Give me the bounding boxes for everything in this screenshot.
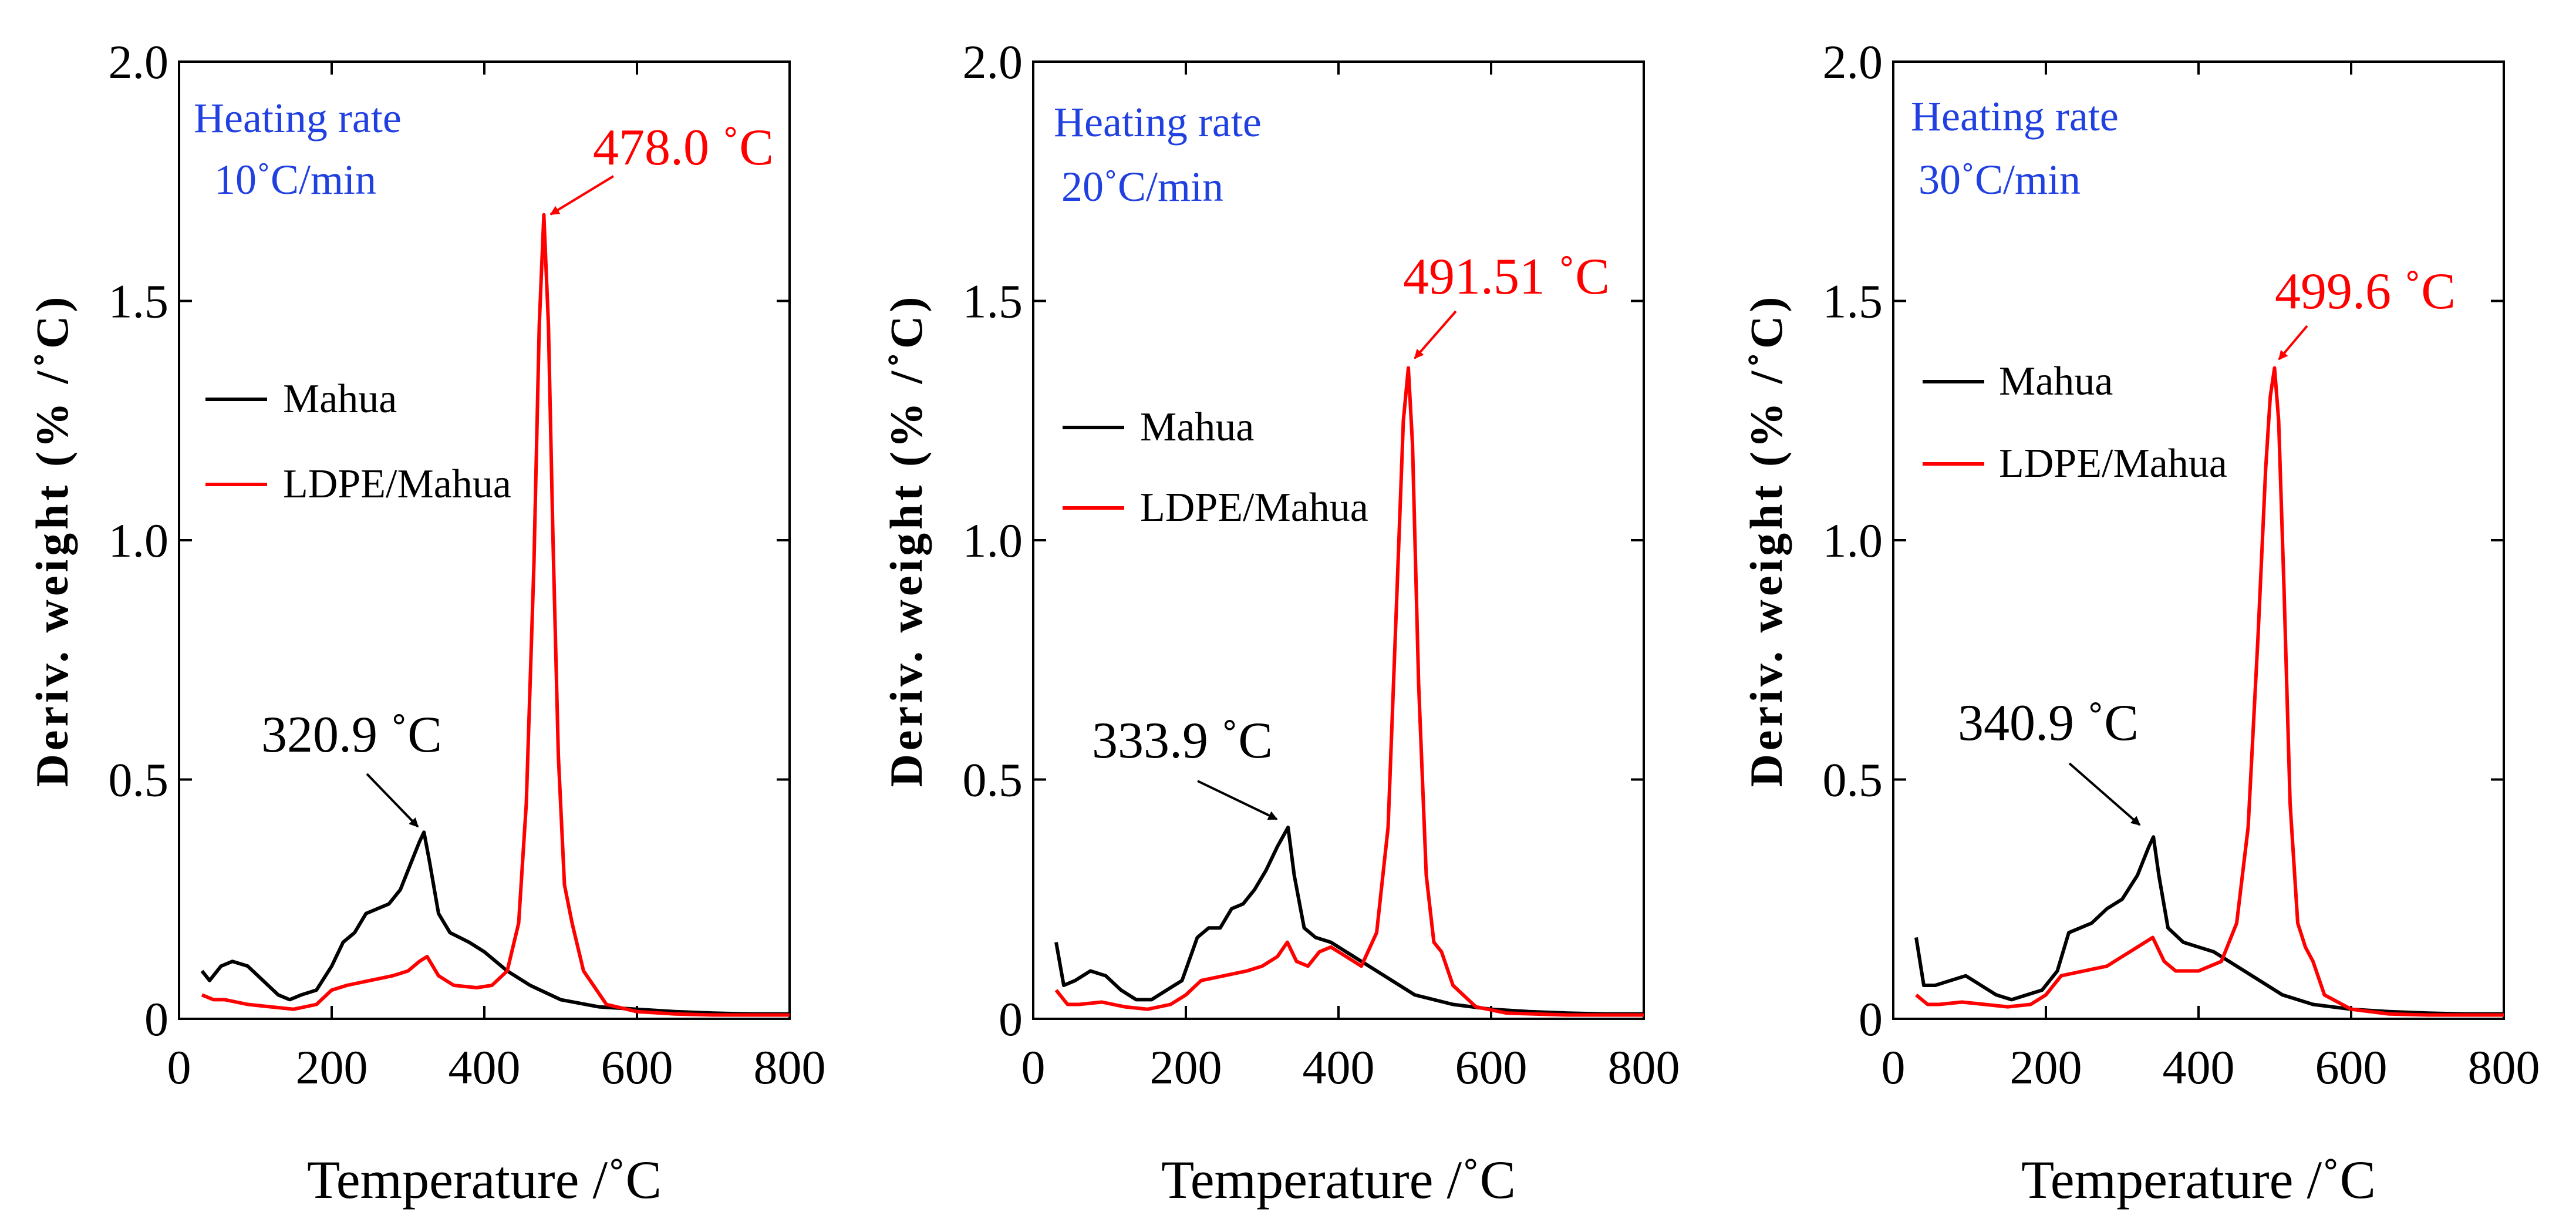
legend-label-mahua: Mahua <box>1140 405 1254 450</box>
x-tick-label: 600 <box>1455 1041 1528 1094</box>
y-tick-label: 0 <box>999 992 1023 1046</box>
x-tick-label: 600 <box>2315 1041 2388 1094</box>
mahua-peak-arrow <box>366 773 419 828</box>
mahua-peak-label: 340.9 ˚C <box>1958 695 2139 752</box>
y-tick-label: 1.5 <box>963 275 1023 328</box>
heating-rate-label: Heating rate <box>1911 93 2119 140</box>
x-tick-label: 400 <box>2163 1041 2235 1094</box>
series-line-mahua <box>200 830 790 1016</box>
ldpe-peak-label: 491.51 ˚C <box>1403 248 1610 305</box>
x-ticks: 0 200 400 600 800 <box>1882 62 2540 1094</box>
y-tick-label: 0.5 <box>1823 753 1883 807</box>
y-tick-label: 2.0 <box>1823 35 1883 89</box>
y-axis-title: Deriv. weight (% /˚C) <box>1741 294 1792 787</box>
x-axis-title: Temperature /˚C <box>2021 1150 2376 1210</box>
x-tick-label: 400 <box>449 1041 521 1094</box>
x-axis-title: Temperature /˚C <box>307 1150 662 1210</box>
mahua-peak-arrow <box>2068 762 2141 826</box>
heating-rate-value: 30˚C/min <box>1918 156 2081 203</box>
legend-label-ldpe-mahua: LDPE/Mahua <box>1140 485 1368 530</box>
x-tick-label: 600 <box>601 1041 673 1094</box>
y-tick-label: 0 <box>144 992 168 1046</box>
x-tick-label: 0 <box>1021 1041 1046 1094</box>
legend-label-ldpe-mahua: LDPE/Mahua <box>283 462 511 507</box>
mahua-peak-label: 320.9 ˚C <box>261 706 442 763</box>
x-tick-label: 800 <box>2468 1041 2540 1094</box>
heating-rate-label: Heating rate <box>1054 99 1262 146</box>
series-line-ldpe-mahua <box>201 213 790 1017</box>
ldpe-peak-label: 499.6 ˚C <box>2275 263 2456 320</box>
x-tick-label: 0 <box>1882 1041 1906 1094</box>
y-tick-label: 1.5 <box>1823 275 1883 328</box>
series-line-mahua <box>1054 826 1644 1016</box>
x-tick-label: 800 <box>1608 1041 1680 1094</box>
x-tick-label: 400 <box>1303 1041 1375 1094</box>
ldpe-peak-arrow <box>549 175 615 216</box>
x-axis-title: Temperature /˚C <box>1161 1150 1516 1210</box>
x-ticks: 0 200 400 600 800 <box>1021 62 1680 1094</box>
y-axis-title: Deriv. weight (% /˚C) <box>26 294 77 787</box>
x-tick-label: 200 <box>1150 1041 1222 1094</box>
series-line-mahua <box>1914 835 2504 1016</box>
heating-rate-value: 10˚C/min <box>214 156 376 203</box>
y-tick-label: 1.0 <box>109 514 169 567</box>
x-tick-label: 800 <box>754 1041 826 1094</box>
x-tick-label: 200 <box>296 1041 368 1094</box>
y-tick-label: 0.5 <box>109 753 169 807</box>
mahua-peak-arrow <box>1197 780 1278 820</box>
y-axis-title: Deriv. weight (% /˚C) <box>881 294 932 787</box>
ldpe-peak-arrow <box>1414 310 1457 359</box>
y-tick-label: 0 <box>1859 992 1883 1046</box>
y-tick-label: 1.0 <box>1823 514 1883 567</box>
y-tick-label: 1.5 <box>109 275 169 328</box>
plot-frame <box>1892 60 2505 1020</box>
series-line-ldpe-mahua <box>1054 366 1644 1017</box>
x-tick-label: 200 <box>2010 1041 2082 1094</box>
panel-30: 0 200 400 600 800 0 0.5 1.0 1.5 2.0 Temperature … <box>1741 35 2540 1210</box>
panel-20: 0 200 400 600 800 0 0.5 1.0 1.5 2.0 Temperature … <box>881 35 1680 1210</box>
heating-rate-value: 20˚C/min <box>1061 163 1223 210</box>
x-tick-label: 0 <box>167 1041 191 1094</box>
y-ticks: 0 0.5 1.0 1.5 2.0 <box>1823 35 2504 1046</box>
legend-label-ldpe-mahua: LDPE/Mahua <box>1999 441 2227 486</box>
y-tick-label: 0.5 <box>963 753 1023 807</box>
series-line-ldpe-mahua <box>1915 366 2504 1017</box>
y-ticks: 0 0.5 1.0 1.5 2.0 <box>109 35 790 1046</box>
y-tick-label: 1.0 <box>963 514 1023 567</box>
y-tick-label: 2.0 <box>109 35 169 89</box>
legend-label-mahua: Mahua <box>283 376 397 422</box>
x-ticks: 0 200 400 600 800 <box>167 62 826 1094</box>
ldpe-peak-label: 478.0 ˚C <box>593 119 774 176</box>
mahua-peak-label: 333.9 ˚C <box>1092 712 1273 769</box>
panel-10: 0 200 400 600 800 0 0.5 1.0 1.5 2.0 Temperature … <box>26 35 826 1210</box>
y-ticks: 0 0.5 1.0 1.5 2.0 <box>963 35 1644 1046</box>
heating-rate-label: Heating rate <box>194 95 402 142</box>
legend-label-mahua: Mahua <box>1999 359 2113 404</box>
plot-frame <box>178 60 791 1020</box>
ldpe-peak-arrow <box>2278 325 2308 361</box>
y-tick-label: 2.0 <box>963 35 1023 89</box>
